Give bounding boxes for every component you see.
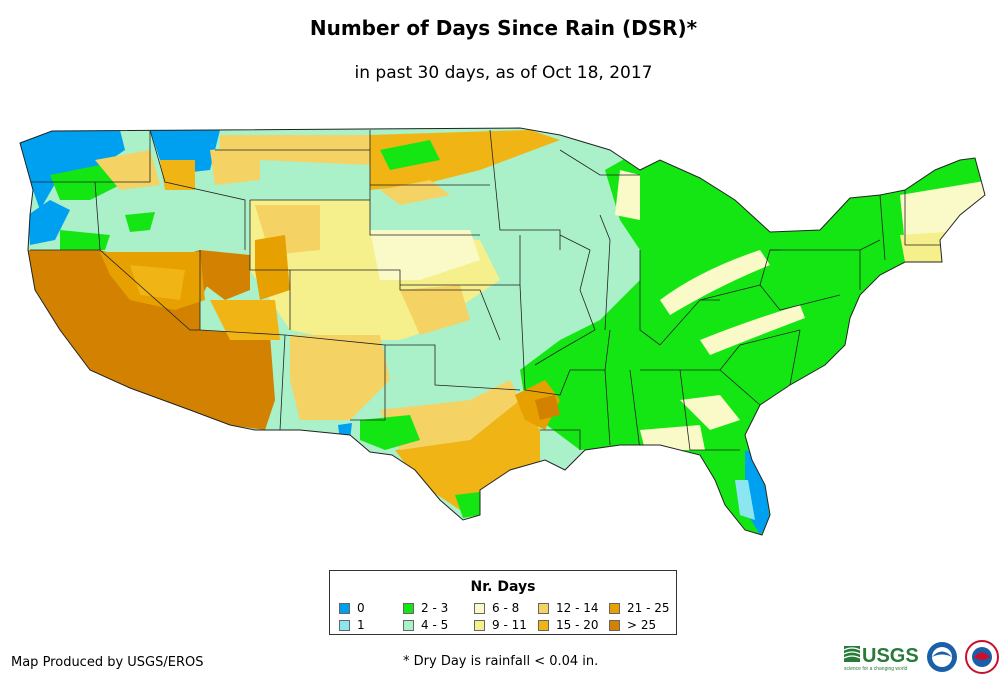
legend-label: 2 - 3: [421, 601, 449, 615]
legend-label: 15 - 20: [556, 618, 599, 632]
legend-label: 9 - 11: [492, 618, 527, 632]
region-pnw-wet: [20, 130, 125, 210]
legend-swatch: [403, 620, 414, 631]
legend-item: 2 - 3: [403, 602, 448, 615]
legend-swatch: [474, 620, 485, 631]
legend-item: 21 - 25: [609, 602, 670, 615]
usgs-logo: USGS science for a changing world: [843, 645, 919, 672]
legend-swatch: [609, 603, 620, 614]
legend: Nr. Days 0 1 2 - 3 4 - 5 6 - 8 9 - 11 12 - 14 1…: [329, 570, 677, 635]
legend-title: Nr. Days: [470, 579, 536, 595]
legend-swatch: [474, 603, 485, 614]
usgs-tagline: science for a changing world: [844, 666, 908, 672]
legend-item: 12 - 14: [538, 602, 599, 615]
legend-label: > 25: [627, 618, 657, 632]
legend-item: > 25: [609, 619, 656, 632]
legend-item: 15 - 20: [538, 619, 599, 632]
logos: USGS science for a changing world: [842, 638, 1007, 682]
legend-label: 0: [357, 601, 365, 615]
legend-item: 6 - 8: [474, 602, 519, 615]
legend-label: 12 - 14: [556, 601, 599, 615]
legend-swatch: [609, 620, 620, 631]
legend-item: 4 - 5: [403, 619, 448, 632]
legend-swatch: [339, 620, 350, 631]
legend-swatch: [403, 603, 414, 614]
credit-text: Map Produced by USGS/EROS: [11, 655, 204, 670]
legend-swatch: [538, 620, 549, 631]
map-subtitle: in past 30 days, as of Oct 18, 2017: [354, 63, 653, 83]
legend-item: 1: [339, 619, 365, 632]
map-title: Number of Days Since Rain (DSR)*: [309, 16, 698, 40]
noaa-logo: [927, 642, 957, 672]
legend-label: 21 - 25: [627, 601, 670, 615]
legend-swatch: [538, 603, 549, 614]
region-west-dry: [25, 250, 275, 430]
legend-item: 9 - 11: [474, 619, 527, 632]
legend-label: 4 - 5: [421, 618, 449, 632]
nws-logo: [965, 640, 999, 674]
legend-item: 0: [339, 602, 365, 615]
legend-swatch: [339, 603, 350, 614]
legend-label: 1: [357, 618, 365, 632]
legend-label: 6 - 8: [492, 601, 520, 615]
footnote-text: * Dry Day is rainfall < 0.04 in.: [403, 654, 599, 669]
usgs-logo-text: USGS: [862, 645, 919, 667]
